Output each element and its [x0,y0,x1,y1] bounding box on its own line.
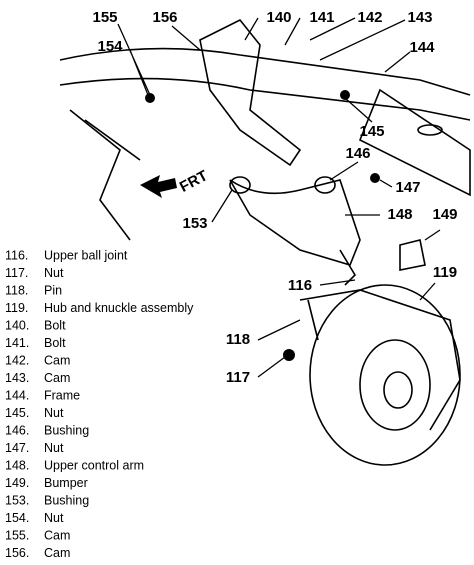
callout-label: 145 [359,123,384,140]
callout-label: 143 [407,9,432,26]
callout-label: 153 [182,215,207,232]
callout-label: 117 [226,369,250,386]
legend: 116. Upper ball joint 117. Nut 118. Pin 119. Hu… [5,248,194,560]
legend-name: Upper control arm [44,458,144,472]
callout-label: 154 [97,38,123,55]
direction-label: FRT [177,167,211,196]
legend-name: Bolt [44,336,66,350]
callout-label: 116 [288,277,312,294]
callout-label: 155 [92,9,117,26]
legend-name: Nut [44,406,64,420]
illustration [59,18,471,466]
legend-number: 147. [5,441,29,455]
legend-name: Bolt [44,318,66,332]
callout-label: 146 [345,145,370,162]
legend-number: 142. [5,353,29,367]
direction-arrow [140,175,177,198]
callouts: 155 156 140 141 142 143 144 154 145 146 147 148 149 1… [92,9,457,386]
legend-number: 143. [5,371,29,385]
callout-label: 142 [357,9,382,26]
legend-number: 140. [5,318,29,332]
callout-label: 118 [226,331,250,348]
legend-number: 148. [5,458,29,472]
legend-number: 149. [5,476,29,490]
legend-number: 156. [5,546,29,560]
legend-name: Cam [44,546,70,560]
legend-number: 144. [5,388,29,402]
callout-label: 141 [309,9,334,26]
legend-name: Cam [44,353,70,367]
legend-name: Hub and knuckle assembly [44,301,194,315]
legend-name: Bushing [44,493,89,507]
legend-number: 141. [5,336,29,350]
callout-label: 156 [152,9,177,26]
leader-lines [117,17,441,378]
callout-label: 140 [266,9,291,26]
callout-label: 147 [395,179,420,196]
callout-label: 148 [387,206,412,223]
legend-number: 116. [5,248,28,262]
legend-name: Frame [44,388,80,402]
legend-number: 155. [5,528,29,542]
legend-name: Pin [44,283,62,297]
legend-name: Bushing [44,423,89,437]
legend-name: Nut [44,441,64,455]
callout-label: 144 [409,39,435,56]
callout-label: 119 [433,264,457,281]
legend-name: Nut [44,511,64,525]
callout-label: 149 [432,206,457,223]
legend-name: Cam [44,371,70,385]
legend-name: Bumper [44,476,88,490]
legend-number: 117. [5,266,28,280]
legend-number: 154. [5,511,29,525]
legend-number: 146. [5,423,29,437]
legend-name: Upper ball joint [44,248,128,262]
legend-name: Cam [44,528,70,542]
legend-number: 145. [5,406,29,420]
legend-number: 119. [5,301,28,315]
legend-number: 118. [5,283,28,297]
legend-name: Nut [44,266,64,280]
legend-number: 153. [5,493,29,507]
